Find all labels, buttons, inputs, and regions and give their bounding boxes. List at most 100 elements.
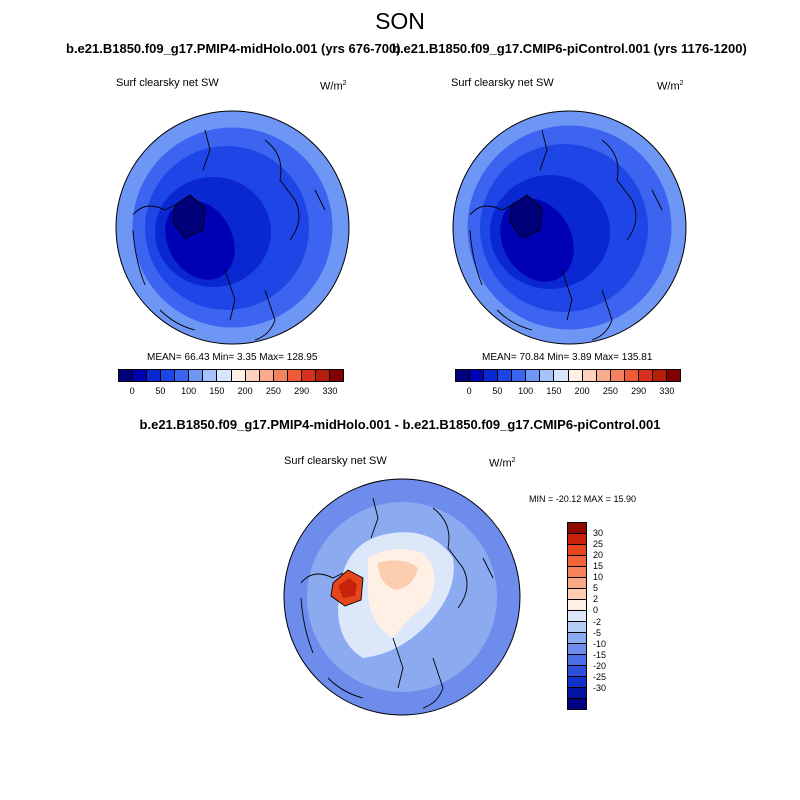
colorbar-tick-label: 0 [466,386,472,396]
colorbar-cell [568,699,586,709]
colorbar-cell [189,370,204,381]
colorbar-cell [652,370,667,381]
left-colorbar-labels: 0 50 100 150 200 250 290 330 [118,386,344,398]
colorbar-tick-label: 30 [593,528,604,539]
colorbar-cell [568,534,586,545]
right-polar-map [452,110,687,345]
colorbar-cell [175,370,190,381]
colorbar-cell [568,567,586,578]
colorbar-tick-label: -20 [593,660,607,671]
colorbar-tick-label: 0 [129,386,135,396]
left-polar-map [115,110,350,345]
colorbar-cell [498,370,513,381]
colorbar-cell [526,370,541,381]
diff-colorbar [567,522,587,710]
season-title: SON [375,8,425,34]
colorbar-cell [568,589,586,600]
colorbar-cell [568,556,586,567]
colorbar-cell [231,370,246,381]
colorbar-cell [624,370,639,381]
colorbar-tick-label: 200 [237,386,253,396]
colorbar-cell [217,370,232,381]
colorbar-cell [568,622,586,633]
colorbar-tick-label: 100 [518,386,534,396]
colorbar-tick-label: -2 [593,616,602,627]
right-units-label: W/m2 [657,80,684,93]
colorbar-tick-label: 330 [659,386,675,396]
colorbar-cell [568,666,586,677]
left-stats: MEAN= 66.43 Min= 3.35 Max= 128.95 [147,352,318,363]
colorbar-cell [568,677,586,688]
colorbar-tick-label: 250 [265,386,281,396]
diff-polar-map [283,478,521,716]
colorbar-cell [638,370,653,381]
colorbar-cell [245,370,260,381]
colorbar-tick-label: 200 [574,386,590,396]
colorbar-tick-label: 25 [593,539,604,550]
colorbar-cell [301,370,316,381]
colorbar-cell [610,370,625,381]
colorbar-tick-label: 330 [322,386,338,396]
colorbar-cell [666,370,680,381]
colorbar-cell [470,370,485,381]
colorbar-tick-label: 250 [602,386,618,396]
colorbar-tick-label: 290 [294,386,310,396]
colorbar-cell [147,370,162,381]
colorbar-tick-label: 10 [593,572,604,583]
colorbar-cell [133,370,148,381]
colorbar-tick-label: 290 [631,386,647,396]
colorbar-cell [568,578,586,589]
right-colorbar-labels: 0 50 100 150 200 250 290 330 [455,386,681,398]
left-variable-label: Surf clearsky net SW [116,77,219,89]
colorbar-tick-label: 20 [593,550,604,561]
colorbar-tick-label: 100 [181,386,197,396]
colorbar-cell [582,370,597,381]
left-panel-title: b.e21.B1850.f09_g17.PMIP4-midHolo.001 (y… [66,41,401,56]
colorbar-tick-label: 150 [546,386,562,396]
left-colorbar [118,369,344,382]
colorbar-cell [119,370,134,381]
colorbar-tick-label: 50 [155,386,166,396]
colorbar-cell [568,633,586,644]
colorbar-cell [568,611,586,622]
colorbar-cell [568,600,586,611]
colorbar-cell [315,370,330,381]
diff-units-label: W/m2 [489,457,516,470]
colorbar-cell [456,370,471,381]
colorbar-cell [259,370,274,381]
colorbar-tick-label: -10 [593,638,607,649]
colorbar-cell [568,523,586,534]
colorbar-cell [540,370,555,381]
colorbar-tick-label: -25 [593,671,607,682]
colorbar-cell [568,688,586,699]
colorbar-tick-label: 0 [593,605,599,616]
colorbar-tick-label: -5 [593,627,602,638]
colorbar-cell [568,370,583,381]
diff-panel-title: b.e21.B1850.f09_g17.PMIP4-midHolo.001 - … [139,417,661,432]
colorbar-cell [554,370,569,381]
colorbar-cell [512,370,527,381]
colorbar-cell [329,370,343,381]
colorbar-tick-label: -30 [593,682,607,693]
right-stats: MEAN= 70.84 Min= 3.89 Max= 135.81 [482,352,653,363]
colorbar-tick-label: -15 [593,649,607,660]
colorbar-cell [568,644,586,655]
right-colorbar [455,369,681,382]
colorbar-cell [568,655,586,666]
right-variable-label: Surf clearsky net SW [451,77,554,89]
diff-variable-label: Surf clearsky net SW [284,455,387,467]
colorbar-cell [203,370,218,381]
colorbar-tick-label: 50 [492,386,503,396]
diff-minmax: MIN = -20.12 MAX = 15.90 [529,494,637,504]
colorbar-tick-label: 150 [209,386,225,396]
colorbar-tick-label: 15 [593,561,604,572]
colorbar-cell [161,370,176,381]
colorbar-cell [273,370,288,381]
left-units-label: W/m2 [320,80,347,93]
colorbar-cell [287,370,302,381]
colorbar-cell [568,545,586,556]
colorbar-tick-label: 5 [593,583,599,594]
right-panel-title: b.e21.B1850.f09_g17.CMIP6-piControl.001 … [392,41,747,56]
colorbar-tick-label: 2 [593,594,599,605]
colorbar-cell [484,370,499,381]
